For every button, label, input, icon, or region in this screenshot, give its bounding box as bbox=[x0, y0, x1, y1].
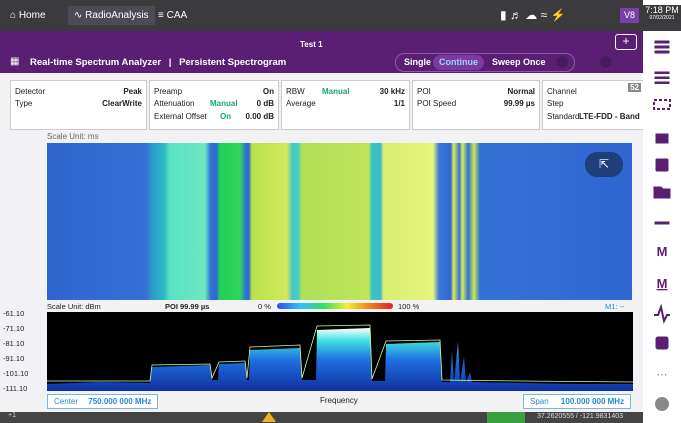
mode: On bbox=[220, 112, 231, 121]
indicator bbox=[556, 56, 568, 68]
value: 0.00 dB bbox=[246, 112, 274, 121]
y-label: -101.10 bbox=[3, 369, 28, 378]
value: 1/1 bbox=[394, 99, 405, 108]
search-icon[interactable] bbox=[656, 337, 668, 349]
count: +1 bbox=[8, 412, 16, 419]
spectrum-plot bbox=[40, 312, 633, 391]
channel-box[interactable]: Channel 52 Step Standard LTE-FDD - Band bbox=[542, 80, 644, 130]
label: Channel bbox=[547, 87, 577, 96]
y-label: -111.10 bbox=[3, 384, 27, 393]
poi-label: POI 99.99 µs bbox=[165, 302, 209, 311]
mode: Manual bbox=[210, 99, 238, 108]
divide-icon[interactable] bbox=[655, 222, 669, 224]
marker-label: M1: -- bbox=[605, 302, 625, 311]
span-box[interactable]: Span 100.000 000 MHz bbox=[523, 394, 631, 409]
legend-min: 0 % bbox=[258, 302, 271, 311]
gps-icon bbox=[487, 412, 525, 423]
value: ClearWrite bbox=[102, 99, 142, 108]
mode-line: Real-time Spectrum Analyzer | Persistent… bbox=[30, 57, 286, 68]
value: 100.000 000 MHz bbox=[561, 397, 624, 406]
apps-icon[interactable]: ▦ bbox=[10, 56, 19, 67]
value: 30 kHz bbox=[380, 87, 405, 96]
screen: ⌂ Home ∿ RadioAnalysis ≡ CAA ▮ ♬ ☁ ≈ ⚡ V… bbox=[0, 0, 681, 423]
home-tab[interactable]: ⌂ Home bbox=[4, 6, 52, 25]
expand-button[interactable]: ⇱ bbox=[585, 152, 623, 177]
display-icon[interactable] bbox=[654, 100, 670, 109]
marker-list-icon[interactable]: M bbox=[657, 276, 668, 291]
label: External Offset bbox=[154, 112, 207, 121]
detector-box[interactable]: Detector Peak Type ClearWrite bbox=[10, 80, 147, 130]
y-label: -71.10 bbox=[3, 324, 24, 333]
settings-icon[interactable] bbox=[655, 72, 669, 84]
date: 07/02/2021 bbox=[643, 15, 681, 21]
y-label: -81.10 bbox=[3, 339, 24, 348]
scale-unit: Scale Unit: ms bbox=[47, 132, 99, 141]
help-icon[interactable] bbox=[655, 397, 669, 411]
spectrogram bbox=[47, 143, 632, 300]
open-icon[interactable] bbox=[654, 187, 670, 198]
more-icon[interactable]: ⋯ bbox=[657, 369, 668, 381]
view: Persistent Spectrogram bbox=[179, 57, 286, 68]
y-label: -61.10 bbox=[3, 309, 24, 318]
value: 0 dB bbox=[257, 99, 274, 108]
label: Type bbox=[15, 99, 32, 108]
x-label: Frequency bbox=[320, 396, 358, 405]
single-button[interactable]: Single bbox=[398, 55, 437, 70]
label: RBW bbox=[286, 87, 305, 96]
legend-max: 100 % bbox=[398, 302, 419, 311]
continue-button[interactable]: Continue bbox=[433, 55, 484, 70]
separator: | bbox=[169, 57, 172, 68]
poi-box[interactable]: POI Normal POI Speed 99.99 µs bbox=[412, 80, 540, 130]
y-label: -91.10 bbox=[3, 354, 24, 363]
status-icons: ▮ ♬ ☁ ≈ ⚡ bbox=[500, 8, 612, 24]
mode: Manual bbox=[322, 87, 350, 96]
tab-label: RadioAnalysis bbox=[85, 10, 148, 21]
color-legend bbox=[277, 303, 393, 309]
value: 52 bbox=[628, 83, 641, 92]
label: Span bbox=[530, 397, 549, 406]
label: Average bbox=[286, 99, 316, 108]
indicator bbox=[600, 56, 612, 68]
label: POI bbox=[417, 87, 431, 96]
warning-icon[interactable] bbox=[262, 412, 276, 422]
mode: Real-time Spectrum Analyzer bbox=[30, 57, 161, 68]
peak-icon[interactable] bbox=[654, 307, 670, 321]
value: 750.000 000 MHz bbox=[88, 397, 151, 406]
sweep-once-button[interactable]: Sweep Once bbox=[486, 55, 552, 70]
tab-label: CAA bbox=[167, 10, 188, 21]
preamp-box[interactable]: Preamp On Attenuation Manual 0 dB Extern… bbox=[149, 80, 279, 130]
menu-icon[interactable] bbox=[655, 41, 669, 53]
add-button[interactable]: + bbox=[615, 34, 637, 50]
coordinates: 37.2620555 / -121.9831403 bbox=[537, 413, 623, 420]
center-box[interactable]: Center 750.000 000 MHz bbox=[47, 394, 158, 409]
label: POI Speed bbox=[417, 99, 456, 108]
lock-icon[interactable] bbox=[656, 134, 668, 143]
value: On bbox=[263, 87, 274, 96]
test-title: Test 1 bbox=[300, 40, 323, 49]
clock: 7:18 PM 07/02/2021 bbox=[643, 5, 681, 31]
marker-icon[interactable]: M bbox=[657, 244, 668, 259]
label: Preamp bbox=[154, 87, 182, 96]
save-icon[interactable] bbox=[656, 159, 668, 171]
label: Center bbox=[54, 397, 78, 406]
label: Standard bbox=[547, 112, 579, 121]
tab-label: Home bbox=[19, 10, 46, 21]
caa-tab[interactable]: ≡ CAA bbox=[152, 6, 193, 25]
label: Detector bbox=[15, 87, 45, 96]
sidebar: M M ⋯ bbox=[643, 0, 681, 423]
scale-unit: Scale Unit: dBm bbox=[47, 302, 101, 311]
radioanalysis-tab[interactable]: ∿ RadioAnalysis bbox=[68, 6, 155, 25]
rbw-box[interactable]: RBW Manual 30 kHz Average 1/1 bbox=[281, 80, 410, 130]
label: Attenuation bbox=[154, 99, 194, 108]
time: 7:18 PM bbox=[643, 5, 681, 15]
sidebar-icons: M M ⋯ bbox=[643, 0, 681, 423]
label: Step bbox=[547, 99, 563, 108]
value: Normal bbox=[507, 87, 535, 96]
value: LTE-FDD - Band bbox=[579, 112, 640, 121]
value: Peak bbox=[123, 87, 142, 96]
badge: V8 bbox=[620, 8, 639, 23]
value: 99.99 µs bbox=[504, 99, 535, 108]
